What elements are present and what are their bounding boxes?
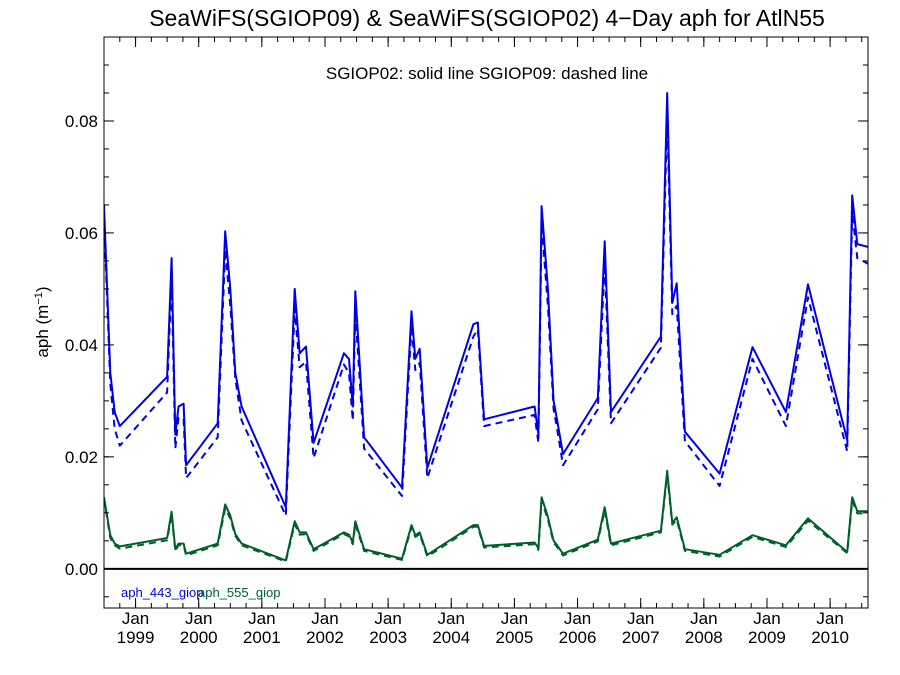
x-tick-year: 2005 bbox=[495, 628, 533, 647]
plot-frame bbox=[103, 36, 869, 609]
x-axis-ticks: Jan1999Jan2000Jan2001Jan2002Jan2003Jan20… bbox=[117, 37, 863, 647]
y-tick-label: 0.08 bbox=[65, 112, 98, 131]
chart-title: SeaWiFS(SGIOP09) & SeaWiFS(SGIOP02) 4−Da… bbox=[149, 5, 825, 31]
x-tick-year: 2003 bbox=[369, 628, 407, 647]
y-axis-label: aph (m−1) bbox=[33, 286, 52, 357]
x-tick-month: Jan bbox=[374, 609, 401, 628]
x-tick-year: 1999 bbox=[117, 628, 155, 647]
x-tick-year: 2001 bbox=[243, 628, 281, 647]
x-tick-year: 2010 bbox=[811, 628, 849, 647]
x-tick-year: 2004 bbox=[432, 628, 470, 647]
x-tick-month: Jan bbox=[185, 609, 212, 628]
series-aph_443_giop-solid bbox=[104, 92, 868, 509]
x-tick-month: Jan bbox=[501, 609, 528, 628]
y-tick-label: 0.00 bbox=[65, 560, 98, 579]
y-axis-ticks: 0.00 0.02 0.04 0.06 0.08 bbox=[65, 64, 868, 598]
x-tick-year: 2008 bbox=[685, 628, 723, 647]
series-aph_443_giop-dashed bbox=[104, 114, 868, 517]
series-aph_555_giop-dashed bbox=[104, 473, 868, 563]
line-style-note: SGIOP02: solid line SGIOP09: dashed line bbox=[326, 64, 648, 83]
y-tick-label: 0.04 bbox=[65, 336, 98, 355]
x-tick-month: Jan bbox=[248, 609, 275, 628]
legend-aph-443: aph_443_giop bbox=[121, 585, 203, 600]
x-tick-year: 2002 bbox=[306, 628, 344, 647]
y-tick-label: 0.02 bbox=[65, 448, 98, 467]
x-tick-month: Jan bbox=[627, 609, 654, 628]
series-layer bbox=[104, 92, 868, 563]
x-tick-year: 2007 bbox=[622, 628, 660, 647]
x-tick-year: 2009 bbox=[748, 628, 786, 647]
x-tick-month: Jan bbox=[690, 609, 717, 628]
x-tick-month: Jan bbox=[816, 609, 843, 628]
y-tick-label: 0.06 bbox=[65, 224, 98, 243]
x-tick-month: Jan bbox=[564, 609, 591, 628]
x-tick-month: Jan bbox=[311, 609, 338, 628]
series-aph_555_giop-solid bbox=[104, 469, 868, 562]
x-tick-month: Jan bbox=[122, 609, 149, 628]
x-tick-year: 2000 bbox=[180, 628, 218, 647]
legend-aph-555: aph_555_giop bbox=[198, 585, 280, 600]
x-tick-year: 2006 bbox=[559, 628, 597, 647]
x-tick-month: Jan bbox=[753, 609, 780, 628]
x-tick-month: Jan bbox=[438, 609, 465, 628]
